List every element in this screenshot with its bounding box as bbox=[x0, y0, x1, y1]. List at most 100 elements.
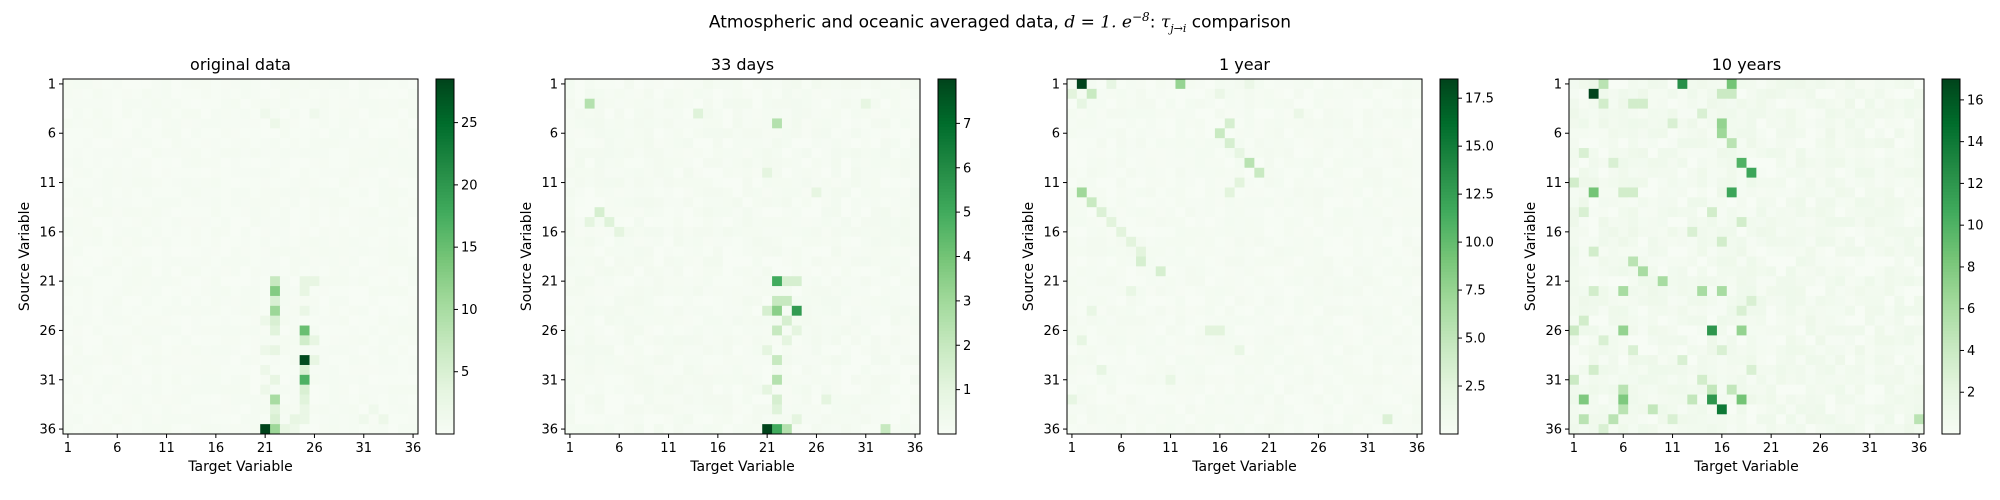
heatmap-cell bbox=[1155, 424, 1167, 435]
heatmap-cell bbox=[151, 256, 163, 267]
heatmap-cell bbox=[1805, 148, 1816, 159]
heatmap-cell bbox=[122, 79, 133, 90]
heatmap-cell bbox=[821, 315, 832, 326]
heatmap-cell bbox=[703, 305, 714, 317]
heatmap-cell bbox=[348, 345, 360, 356]
heatmap-cell bbox=[378, 98, 389, 109]
heatmap-cell bbox=[1293, 335, 1305, 346]
heatmap-cell bbox=[683, 217, 694, 228]
heatmap-cell bbox=[1608, 226, 1619, 238]
heatmap-cell bbox=[141, 335, 153, 346]
heatmap-cell bbox=[260, 404, 271, 415]
heatmap-cell bbox=[801, 335, 812, 346]
heatmap-cell bbox=[1224, 414, 1236, 425]
heatmap-cell bbox=[821, 217, 832, 228]
heatmap-cell bbox=[565, 295, 576, 307]
heatmap-cell bbox=[900, 187, 911, 198]
colorbar-segment bbox=[436, 425, 454, 429]
heatmap-cell bbox=[614, 226, 625, 238]
colorbar-segment bbox=[1440, 105, 1458, 110]
heatmap-cell bbox=[339, 88, 350, 100]
heatmap-cell bbox=[772, 345, 783, 356]
heatmap-cell bbox=[82, 148, 93, 159]
heatmap-cell bbox=[781, 157, 793, 169]
heatmap-cell bbox=[1845, 118, 1856, 129]
heatmap-cell bbox=[752, 177, 763, 188]
heatmap-cell bbox=[368, 276, 379, 287]
heatmap-cell bbox=[1096, 266, 1107, 277]
heatmap-cell bbox=[574, 88, 586, 100]
heatmap-cell bbox=[132, 266, 143, 277]
heatmap-cell bbox=[604, 424, 615, 435]
heatmap-cell bbox=[1234, 98, 1245, 109]
heatmap-cell bbox=[574, 305, 586, 317]
heatmap-cell bbox=[1313, 236, 1324, 248]
heatmap-cell bbox=[742, 424, 753, 435]
heatmap-cell bbox=[653, 207, 665, 218]
colorbar-segment bbox=[1440, 152, 1458, 157]
heatmap-cell bbox=[220, 187, 232, 198]
heatmap-cell bbox=[1756, 138, 1767, 149]
heatmap-cell bbox=[1234, 197, 1245, 208]
heatmap-cell bbox=[260, 315, 271, 326]
heatmap-cell bbox=[732, 118, 743, 129]
heatmap-cell bbox=[584, 335, 595, 346]
heatmap-cell bbox=[1845, 197, 1856, 208]
heatmap-cell bbox=[1392, 217, 1403, 228]
heatmap-cell bbox=[643, 384, 655, 395]
heatmap-cell bbox=[151, 345, 163, 356]
heatmap-cell bbox=[339, 167, 350, 179]
heatmap-cell bbox=[1598, 108, 1609, 119]
heatmap-cell bbox=[1697, 226, 1708, 238]
heatmap-cell bbox=[191, 197, 202, 208]
colorbar-tick-label: 25 bbox=[461, 116, 478, 131]
heatmap-cell bbox=[408, 256, 419, 267]
heatmap-cell bbox=[870, 226, 881, 238]
heatmap-cell bbox=[811, 276, 822, 287]
heatmap-cell bbox=[614, 236, 625, 248]
heatmap-cell bbox=[1175, 355, 1186, 366]
heatmap-cell bbox=[1244, 148, 1255, 159]
heatmap-cell bbox=[388, 364, 399, 376]
heatmap-cell bbox=[1845, 98, 1856, 109]
heatmap-cell bbox=[624, 424, 635, 435]
heatmap-cell bbox=[171, 246, 182, 257]
heatmap-cell bbox=[1205, 256, 1216, 267]
colorbar-segment bbox=[1440, 395, 1458, 399]
heatmap-cell bbox=[378, 295, 389, 307]
heatmap-cell bbox=[762, 424, 773, 435]
heatmap-cell bbox=[1362, 384, 1374, 395]
colorbar-segment bbox=[938, 179, 956, 184]
colorbar-segment bbox=[1440, 120, 1458, 124]
heatmap-cell bbox=[673, 364, 684, 376]
heatmap-cell bbox=[870, 305, 881, 317]
heatmap-cell bbox=[1343, 138, 1354, 149]
heatmap-cell bbox=[831, 266, 842, 277]
heatmap-cell bbox=[72, 187, 84, 198]
heatmap-cell bbox=[358, 79, 370, 90]
heatmap-cell bbox=[614, 404, 625, 415]
heatmap-cell bbox=[1608, 236, 1619, 248]
heatmap-cell bbox=[1588, 108, 1599, 119]
heatmap-cell bbox=[890, 197, 901, 208]
heatmap-cell bbox=[900, 404, 911, 415]
heatmap-cell bbox=[752, 138, 763, 149]
heatmap-cell bbox=[1136, 325, 1147, 336]
heatmap-cell bbox=[348, 286, 360, 297]
heatmap-cell bbox=[210, 295, 222, 307]
heatmap-cell bbox=[624, 286, 635, 297]
heatmap-cell bbox=[584, 167, 595, 179]
heatmap-cell bbox=[289, 325, 301, 336]
heatmap-cell bbox=[388, 424, 399, 435]
heatmap-cell bbox=[1756, 128, 1767, 139]
heatmap-cell bbox=[742, 148, 753, 159]
heatmap-cell bbox=[112, 286, 123, 297]
colorbar-segment bbox=[436, 90, 454, 95]
heatmap-cell bbox=[1412, 167, 1423, 179]
heatmap-cell bbox=[1264, 315, 1275, 326]
heatmap-cell bbox=[752, 404, 763, 415]
heatmap-cell bbox=[791, 256, 803, 267]
heatmap-cell bbox=[102, 118, 113, 129]
heatmap-cell bbox=[1254, 256, 1265, 267]
heatmap-cell bbox=[1244, 374, 1255, 386]
